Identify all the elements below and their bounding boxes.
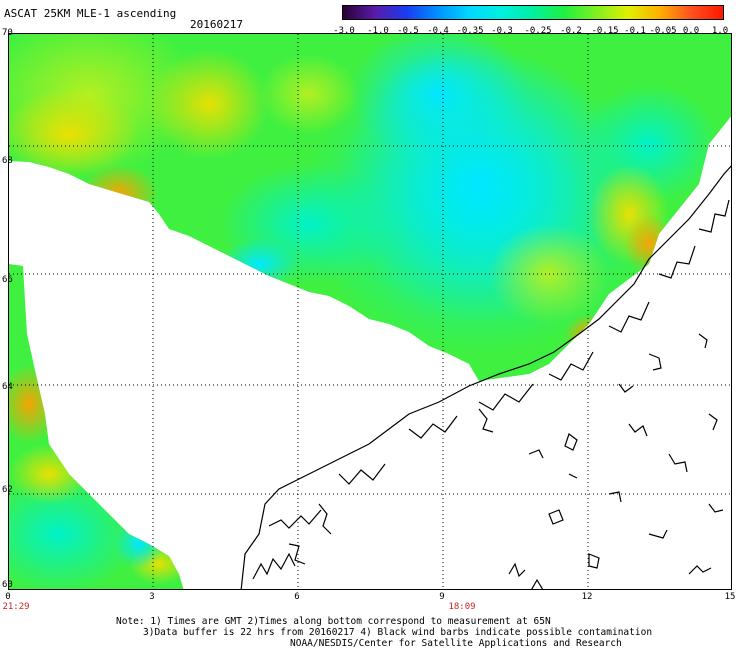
lakes — [508, 333, 724, 589]
colorbar-label: -3.0 — [333, 26, 355, 36]
lat-label: 66 — [2, 275, 13, 285]
lat-label: 70 — [2, 28, 13, 38]
time-label: 18:09 — [448, 602, 476, 612]
colorbar-label: 0.0 — [682, 26, 700, 36]
lon-label: 9 — [439, 592, 445, 602]
lon-label: 6 — [294, 592, 300, 602]
note-line: 3)Data buffer is 22 hrs from 20160217 4)… — [143, 627, 653, 638]
lat-label: 62 — [2, 485, 13, 495]
note-line: NOAA/NESDIS/Center for Satellite Applica… — [290, 638, 622, 649]
graticule — [9, 34, 731, 589]
colorbar-label: -0.25 — [524, 26, 552, 36]
colorbar-label: -0.2 — [560, 26, 582, 36]
time-label: 21:29 — [2, 602, 30, 612]
colorbar — [342, 5, 724, 20]
lon-label: 12 — [581, 592, 593, 602]
colorbar-label: -0.3 — [491, 26, 513, 36]
lat-label: 60 — [2, 580, 13, 590]
coastline — [240, 165, 731, 589]
colorbar-label: -0.5 — [397, 26, 419, 36]
wind-swath-upper — [9, 34, 731, 381]
note-line: Note: 1) Times are GMT 2)Times along bot… — [116, 616, 551, 627]
colorbar-label: -1.0 — [367, 26, 389, 36]
lon-label: 3 — [149, 592, 155, 602]
colorbar-label: -0.35 — [456, 26, 484, 36]
lat-label: 64 — [2, 382, 13, 392]
map-canvas — [9, 34, 731, 589]
product-title: ASCAT 25KM MLE-1 ascending — [4, 7, 177, 20]
colorbar-label: -0.15 — [591, 26, 619, 36]
lon-label: 0 — [5, 592, 11, 602]
wind-swath-lower — [9, 264, 184, 589]
lon-label: 15 — [724, 592, 736, 602]
colorbar-label: -0.05 — [649, 26, 677, 36]
product-date: 20160217 — [190, 18, 243, 31]
map-frame — [8, 33, 732, 590]
colorbar-label: -0.4 — [427, 26, 449, 36]
colorbar-labels: -3.0 -1.0 -0.5 -0.4 -0.35 -0.3 -0.25 -0.… — [330, 26, 740, 38]
colorbar-label: 1.0 — [711, 26, 729, 36]
lat-label: 68 — [2, 156, 13, 166]
colorbar-label: -0.1 — [624, 26, 646, 36]
